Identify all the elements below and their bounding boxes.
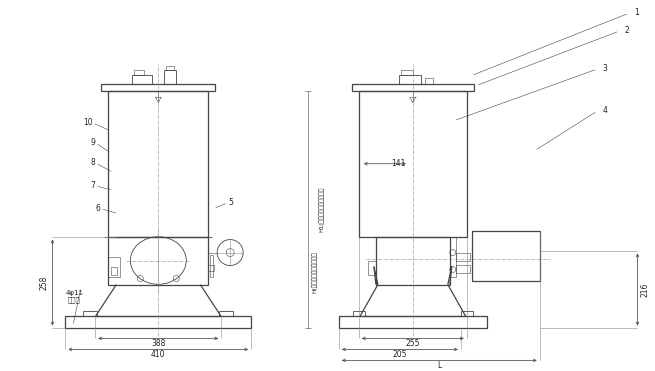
Bar xyxy=(108,257,121,276)
Bar xyxy=(352,84,474,91)
Text: 安装孔: 安装孔 xyxy=(68,296,81,303)
Bar xyxy=(102,84,215,91)
Bar xyxy=(339,316,487,328)
Text: H1(活塞运动到上限位置）: H1(活塞运动到上限位置） xyxy=(319,187,325,232)
Bar xyxy=(425,78,433,84)
Bar xyxy=(456,265,470,273)
Bar xyxy=(166,66,174,70)
Text: 6: 6 xyxy=(96,204,100,213)
Bar xyxy=(134,70,144,75)
Bar xyxy=(376,237,450,285)
Bar xyxy=(210,255,213,276)
Text: 7: 7 xyxy=(90,181,96,190)
Bar xyxy=(208,265,214,270)
Text: 410: 410 xyxy=(151,350,166,359)
Bar xyxy=(164,70,176,84)
Text: 8: 8 xyxy=(90,158,96,167)
Bar xyxy=(399,75,421,84)
Text: 258: 258 xyxy=(40,275,49,290)
Bar xyxy=(108,237,208,285)
Text: 205: 205 xyxy=(392,350,407,359)
Bar xyxy=(368,260,376,275)
Bar xyxy=(108,91,208,237)
Text: 1: 1 xyxy=(635,9,639,17)
Bar xyxy=(66,316,251,328)
Bar xyxy=(111,266,117,275)
Text: 216: 216 xyxy=(641,282,650,297)
Text: 388: 388 xyxy=(151,339,166,348)
Text: H(活塞运动到下限位置）: H(活塞运动到下限位置） xyxy=(312,252,318,293)
Text: 4φ11: 4φ11 xyxy=(66,290,83,296)
Text: 10: 10 xyxy=(83,118,92,127)
Text: 4: 4 xyxy=(603,106,607,115)
Text: L: L xyxy=(437,361,441,370)
Text: 3: 3 xyxy=(603,65,607,73)
Bar xyxy=(472,231,540,280)
Text: 5: 5 xyxy=(228,198,233,207)
Text: 255: 255 xyxy=(405,339,420,348)
Text: 141: 141 xyxy=(392,159,406,168)
Bar xyxy=(450,237,456,276)
Text: 2: 2 xyxy=(624,26,629,36)
Bar xyxy=(401,70,413,75)
Bar xyxy=(456,253,470,260)
Bar xyxy=(359,91,467,237)
Text: 9: 9 xyxy=(90,138,96,147)
Bar xyxy=(132,75,153,84)
